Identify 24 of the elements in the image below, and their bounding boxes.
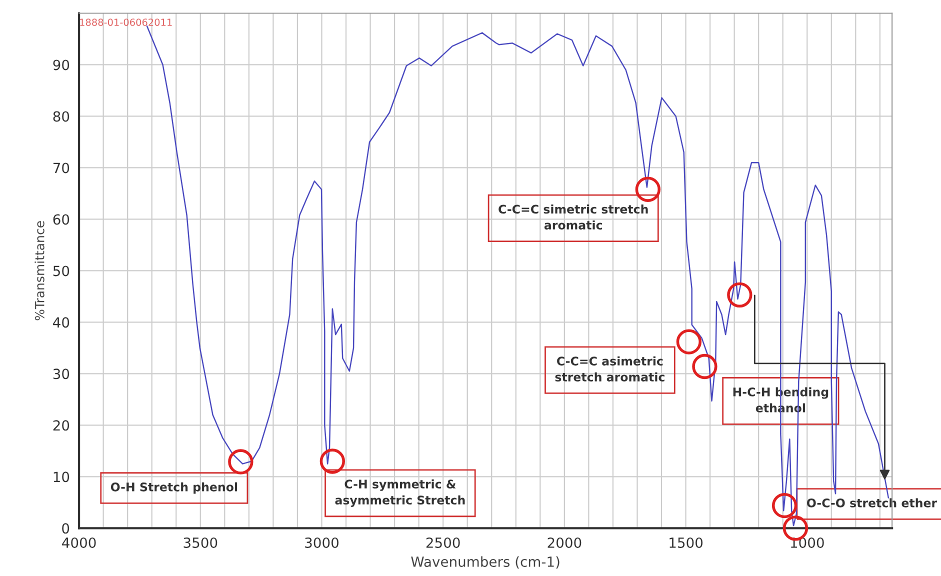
x-tick-label: 3000 <box>305 537 338 548</box>
y-tick-label: 80 <box>53 111 70 122</box>
y-tick-label: 60 <box>53 214 70 225</box>
x-tick-label: 2000 <box>548 537 582 548</box>
y-tick-label: 30 <box>53 368 70 380</box>
annotation: 1888-01-06062011 <box>80 18 172 26</box>
y-tick-label: 50 <box>53 266 70 276</box>
x-axis-title: Wavenumbers (cm-1) <box>411 556 560 569</box>
y-tick-label: 40 <box>53 317 70 328</box>
y-tick-label: 20 <box>53 420 70 431</box>
annotation: O-C-O stretch ether <box>806 498 938 508</box>
y-tick-label: 90 <box>53 60 70 70</box>
x-tick-label: 1500 <box>670 537 703 548</box>
annotation: O-H Stretch phenol <box>110 482 238 494</box>
annotation: C-C=C asimetric stretch aromatic <box>555 356 664 382</box>
annotation: C-C=C simetric stretch aromatic <box>498 204 648 230</box>
annotation: C-H symmetric & asymmetric Stretch <box>335 479 465 507</box>
y-tick-label: 0 <box>62 523 70 534</box>
x-tick-label: 2500 <box>426 537 460 548</box>
y-tick-label: 10 <box>54 472 70 482</box>
y-tick-label: 70 <box>53 162 70 174</box>
x-tick-label: 4000 <box>62 537 96 548</box>
y-axis-title: %Transmittance <box>34 221 44 320</box>
x-tick-label: 3500 <box>184 537 218 548</box>
